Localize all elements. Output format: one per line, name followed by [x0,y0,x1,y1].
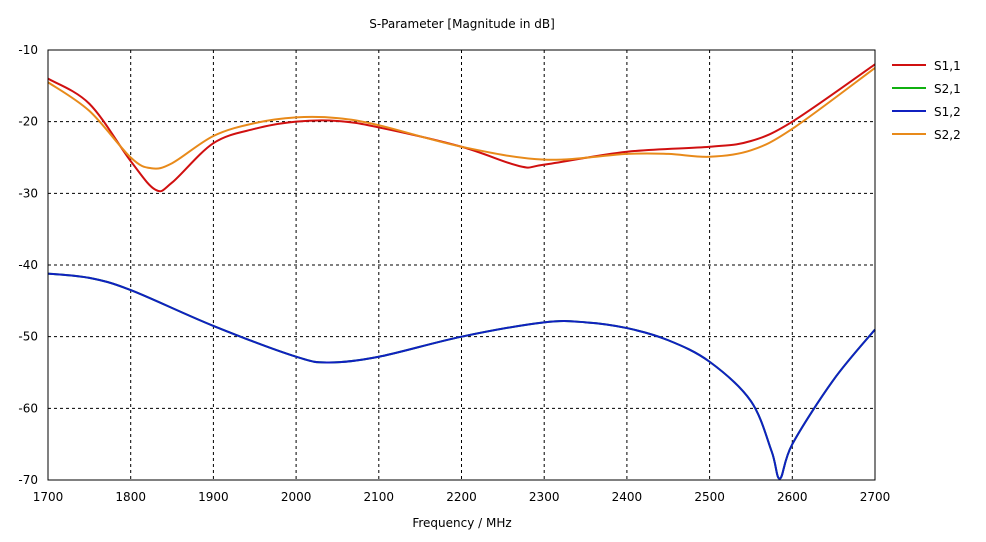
legend: S1,1 S2,1 S1,2 S2,2 [892,59,961,142]
legend-label: S2,2 [934,128,961,142]
y-tick-label: -60 [18,401,38,415]
x-axis-label: Frequency / MHz [412,516,511,530]
x-tick-label: 2400 [612,490,643,504]
legend-label: S1,2 [934,105,961,119]
x-tick-label: 1700 [33,490,64,504]
y-tick-label: -40 [18,258,38,272]
x-tick-label: 2500 [694,490,725,504]
series-line-S1-2 [47,272,876,480]
y-tick-label: -20 [18,115,38,129]
x-tick-label: 1800 [115,490,146,504]
legend-label: S2,1 [934,82,961,96]
series-line-S2-2 [47,67,876,170]
series-lines [47,63,876,480]
y-tick-label: -30 [18,186,38,200]
y-tick-label: -10 [18,43,38,57]
x-tick-label: 2100 [364,490,395,504]
grid [48,50,875,480]
x-tick-label: 2200 [446,490,477,504]
series-line-S1-1 [47,63,876,193]
x-tick-label: 2600 [777,490,808,504]
x-tick-label: 2700 [860,490,891,504]
x-tick-label: 2300 [529,490,560,504]
tick-labels: 1700 1800 1900 2000 2100 2200 2300 2400 2500 2600… [18,43,890,504]
x-tick-label: 1900 [198,490,229,504]
y-tick-label: -50 [18,330,38,344]
plot-frame [47,49,876,481]
legend-label: S1,1 [934,59,961,73]
y-tick-label: -70 [18,473,38,487]
x-tick-label: 2000 [281,490,312,504]
chart-title: S-Parameter [Magnitude in dB] [369,17,555,31]
